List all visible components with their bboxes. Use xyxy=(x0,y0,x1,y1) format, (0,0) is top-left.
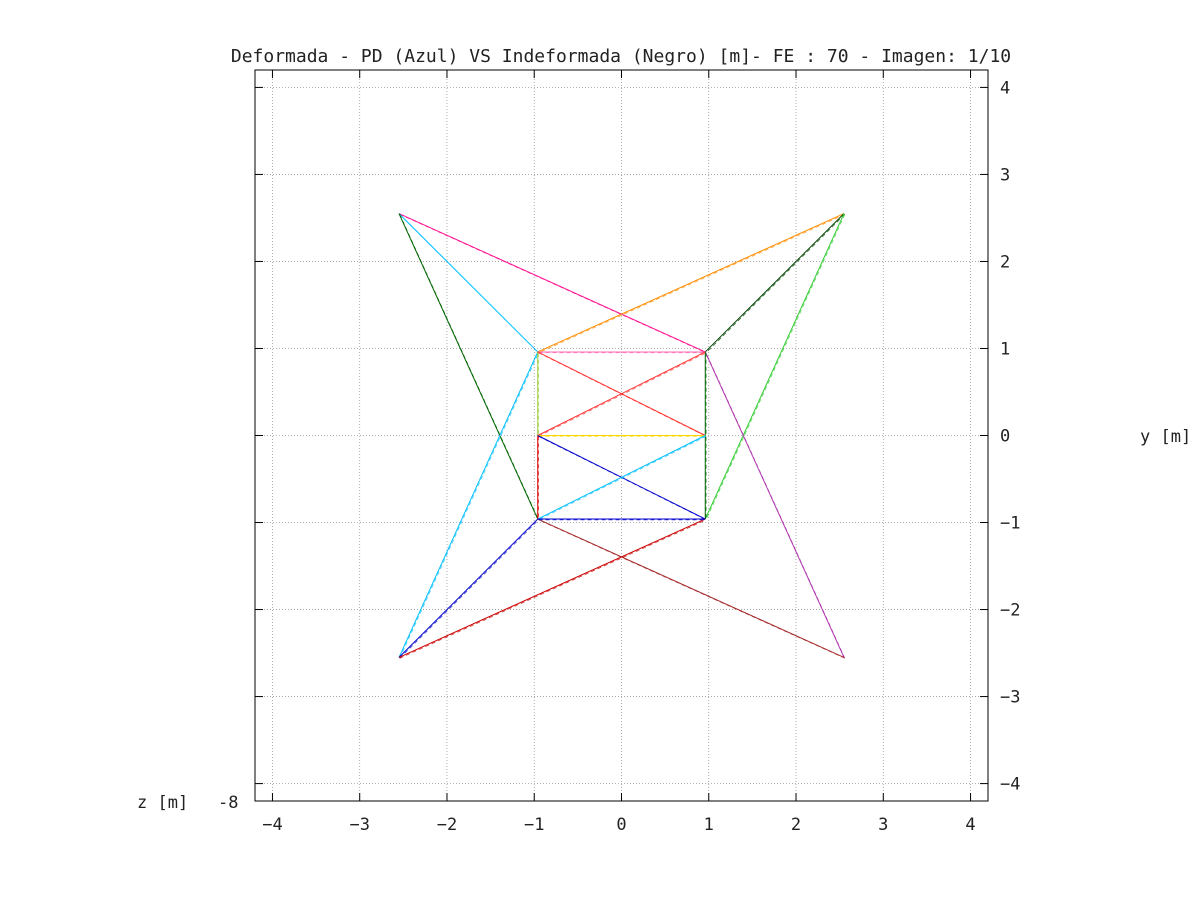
x-tick-label: −2 xyxy=(437,815,457,835)
member-line xyxy=(398,213,706,353)
y-tick-label: −1 xyxy=(1000,514,1020,534)
member-deformed-line xyxy=(399,214,539,354)
x-tick-label: 3 xyxy=(878,815,888,835)
chart-title: Deformada - PD (Azul) VS Indeformada (Ne… xyxy=(231,46,1011,67)
member-deformed-line xyxy=(705,214,846,354)
member-line xyxy=(704,213,845,353)
member-deformed-line xyxy=(538,519,845,659)
z-axis-tick-label: -8 xyxy=(218,793,238,813)
member-deformed-line xyxy=(538,435,707,521)
x-tick-label: −4 xyxy=(262,815,282,835)
member-deformed-line xyxy=(399,214,707,354)
member-line xyxy=(704,213,845,520)
member-deformed-line xyxy=(538,214,845,354)
y-tick-label: 3 xyxy=(1000,165,1010,185)
member-deformed-line xyxy=(399,519,707,659)
x-tick-label: −3 xyxy=(349,815,369,835)
x-tick-label: 0 xyxy=(616,815,626,835)
y-tick-label: 0 xyxy=(1000,427,1010,447)
member-deformed-line xyxy=(399,519,539,659)
y-axis-label: y [m] xyxy=(1140,427,1191,447)
y-tick-label: −4 xyxy=(1000,775,1020,795)
member-line xyxy=(537,213,845,353)
member-line xyxy=(537,351,706,436)
z-axis-label: z [m] xyxy=(137,793,188,813)
y-tick-label: −2 xyxy=(1000,601,1020,621)
y-tick-label: 1 xyxy=(1000,339,1010,359)
member-line xyxy=(398,518,706,658)
ticks: −4 −3 −2 −1 0 1 2 3 4 4 3 2 1 0 −1 −2 −3 −4 xyxy=(255,70,1020,835)
y-tick-label: −3 xyxy=(1000,688,1020,708)
structure-members xyxy=(398,213,846,659)
member-deformed-line xyxy=(705,214,846,521)
member-line xyxy=(537,435,706,520)
y-tick-label: 4 xyxy=(1000,78,1010,98)
y-tick-label: 2 xyxy=(1000,252,1010,272)
x-tick-label: 4 xyxy=(965,815,975,835)
member-deformed-line xyxy=(399,352,539,659)
member-line xyxy=(398,213,539,520)
member-deformed-line xyxy=(538,352,707,437)
x-tick-label: 2 xyxy=(791,815,801,835)
x-tick-label: −1 xyxy=(524,815,544,835)
member-line xyxy=(398,351,539,658)
x-tick-label: 1 xyxy=(704,815,714,835)
member-line xyxy=(398,518,539,658)
